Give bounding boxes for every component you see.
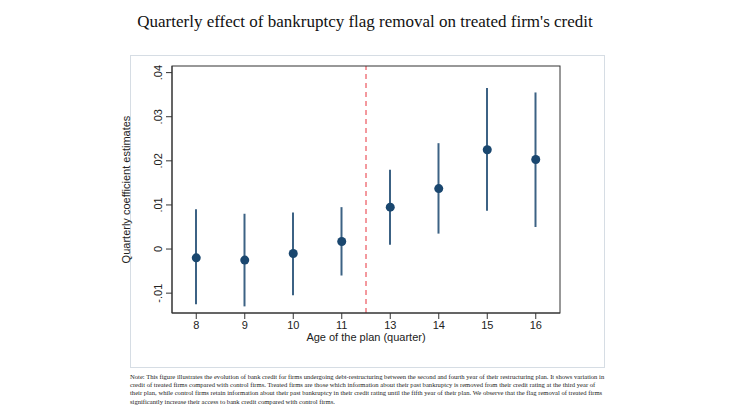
svg-text:.01: .01 (152, 197, 164, 212)
svg-text:16: 16 (530, 319, 542, 331)
svg-text:.02: .02 (152, 153, 164, 168)
svg-text:-.01: -.01 (152, 284, 164, 303)
svg-text:13: 13 (384, 319, 396, 331)
svg-text:.04: .04 (152, 65, 164, 80)
svg-text:.03: .03 (152, 109, 164, 124)
svg-text:Quarterly coefficient estimate: Quarterly coefficient estimates (120, 115, 132, 263)
svg-text:0: 0 (152, 246, 164, 252)
svg-text:8: 8 (193, 319, 199, 331)
svg-text:Age of the plan (quarter): Age of the plan (quarter) (306, 331, 425, 343)
html-text:Quarterly effect of bankruptcy: Quarterly effect of bankruptcy flag remo… (137, 12, 593, 31)
svg-text:10: 10 (287, 319, 299, 331)
svg-text:9: 9 (242, 319, 248, 331)
svg-text:15: 15 (481, 319, 493, 331)
svg-text:14: 14 (433, 319, 445, 331)
svg-text:11: 11 (336, 319, 347, 331)
html-text:Note: This figure illustrates: Note: This figure illustrates the evolut… (130, 373, 605, 405)
